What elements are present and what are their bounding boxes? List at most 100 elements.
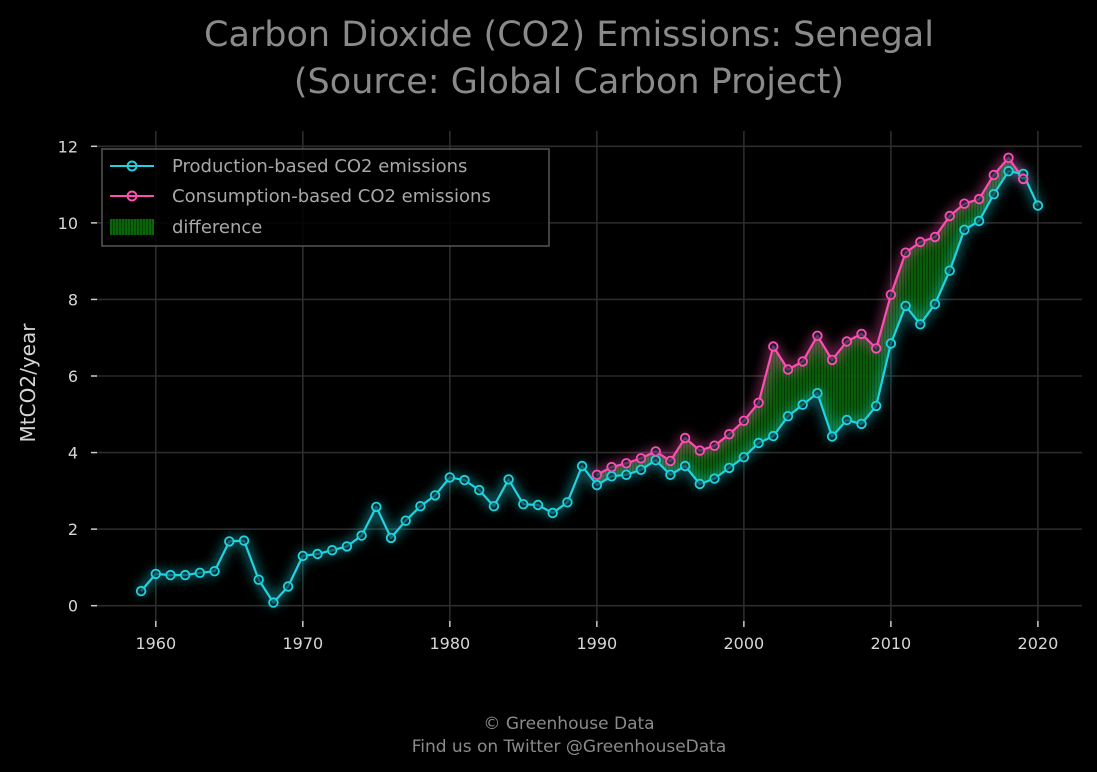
legend-box (101, 148, 550, 247)
production-point-1961 (165, 569, 176, 581)
y-tick-labels: 0 2 4 6 8 10 12 (58, 137, 78, 615)
production-point-1980 (444, 472, 456, 483)
production-point-1987 (547, 507, 558, 519)
production-point-1963 (194, 567, 206, 579)
production-point-2009 (871, 400, 882, 412)
production-point-1966 (238, 535, 250, 546)
x-tick-label-2000: 2000 (724, 634, 765, 653)
chart-title-line1: Carbon Dioxide (CO2) Emissions: Senegal (204, 15, 934, 55)
production-point-1988 (562, 497, 573, 508)
production-point-1962 (179, 569, 191, 581)
production-point-1983 (488, 501, 500, 512)
consumption-point-1995 (665, 455, 676, 467)
production-line (140, 170, 1039, 604)
production-point-1975 (371, 501, 382, 513)
consumption-point-2002 (768, 341, 779, 352)
legend-consumption-marker (126, 190, 138, 202)
x-tick-label-1980: 1980 (429, 634, 470, 653)
series-points-layer (135, 152, 1044, 608)
production-point-1986 (532, 499, 544, 511)
consumption-point-2012 (915, 236, 926, 248)
production-point-1982 (474, 484, 485, 496)
production-point-1967 (253, 574, 264, 585)
x-tick-label-2010: 2010 (871, 634, 912, 653)
consumption-point-2014 (944, 210, 955, 222)
production-point-1999 (724, 462, 735, 474)
production-point-2003 (782, 411, 794, 422)
production-point-2008 (856, 418, 867, 430)
consumption-point-2003 (782, 364, 794, 375)
x-tick-label-1960: 1960 (135, 634, 176, 653)
x-tick-label-1990: 1990 (576, 634, 617, 653)
production-point-1965 (224, 536, 235, 547)
production-point-2014 (944, 265, 955, 276)
y-axis-label: MtCO2/year (16, 323, 40, 443)
production-point-2011 (900, 300, 911, 312)
consumption-point-2001 (753, 397, 764, 409)
y-tick-label-4: 4 (68, 444, 78, 463)
consumption-point-1992 (621, 458, 632, 469)
x-tick-labels: 1960 1970 1980 1990 2000 2010 2020 (135, 634, 1058, 653)
consumption-point-2006 (826, 354, 838, 366)
y-tick-label-2: 2 (68, 520, 78, 539)
consumption-point-2017 (988, 169, 1000, 181)
production-point-1960 (150, 568, 162, 580)
y-tick-label-10: 10 (58, 214, 78, 233)
legend-production-label: Production-based CO2 emissions (172, 156, 467, 177)
consumption-point-2005 (812, 330, 823, 342)
production-point-2013 (929, 298, 941, 310)
consumption-point-2008 (856, 328, 867, 340)
footer-copyright: © Greenhouse Data (483, 714, 654, 734)
consumption-point-2019 (1018, 173, 1029, 185)
legend: Production-based CO2 emissions Consumpti… (101, 148, 550, 247)
legend-difference-label: difference (172, 217, 262, 238)
consumption-point-1990 (591, 469, 603, 481)
production-point-1959 (135, 585, 147, 597)
consumption-point-2013 (929, 231, 941, 243)
consumption-point-2010 (885, 289, 897, 301)
chart-title-line2: (Source: Global Carbon Project) (294, 62, 844, 102)
production-point-2017 (988, 188, 1000, 200)
legend-consumption-label: Consumption-based CO2 emissions (172, 186, 491, 207)
production-point-1994 (650, 455, 661, 466)
consumption-point-1998 (709, 440, 720, 451)
production-point-1964 (209, 566, 220, 577)
production-point-2010 (885, 338, 897, 349)
consumption-point-2018 (1003, 152, 1014, 164)
production-point-1992 (621, 469, 632, 481)
x-tick-label-1970: 1970 (282, 634, 323, 653)
consumption-point-1991 (606, 461, 617, 473)
production-point-2015 (959, 224, 970, 236)
production-point-1972 (327, 545, 338, 556)
y-tick-label-0: 0 (68, 597, 78, 616)
legend-difference-swatch (110, 219, 154, 235)
production-point-1969 (282, 581, 294, 592)
production-point-1978 (415, 501, 426, 512)
production-point-1993 (635, 464, 647, 476)
legend-production-marker (126, 160, 138, 172)
consumption-point-1994 (650, 446, 661, 457)
y-tick-label-6: 6 (68, 367, 78, 386)
consumption-point-2009 (871, 343, 882, 354)
production-point-2020 (1032, 200, 1044, 211)
production-point-1990 (591, 479, 603, 491)
consumption-point-2011 (900, 247, 911, 258)
grid (97, 131, 1082, 621)
production-point-1998 (709, 473, 720, 484)
production-point-2004 (797, 399, 808, 410)
consumption-point-2016 (973, 193, 985, 205)
footer-twitter: Find us on Twitter @GreenhouseData (412, 737, 727, 757)
consumption-point-1993 (635, 453, 647, 464)
y-tick-label-8: 8 (68, 290, 78, 309)
consumption-point-2015 (959, 198, 970, 209)
production-point-2002 (768, 430, 779, 442)
production-point-2007 (841, 414, 853, 426)
production-point-2012 (915, 319, 926, 330)
production-point-1984 (503, 474, 514, 485)
consumption-line-glow (591, 152, 1029, 481)
legend-item-production: Production-based CO2 emissions (110, 156, 467, 177)
production-point-1996 (679, 460, 691, 472)
legend-item-consumption: Consumption-based CO2 emissions (110, 186, 491, 207)
production-point-1977 (400, 515, 411, 526)
